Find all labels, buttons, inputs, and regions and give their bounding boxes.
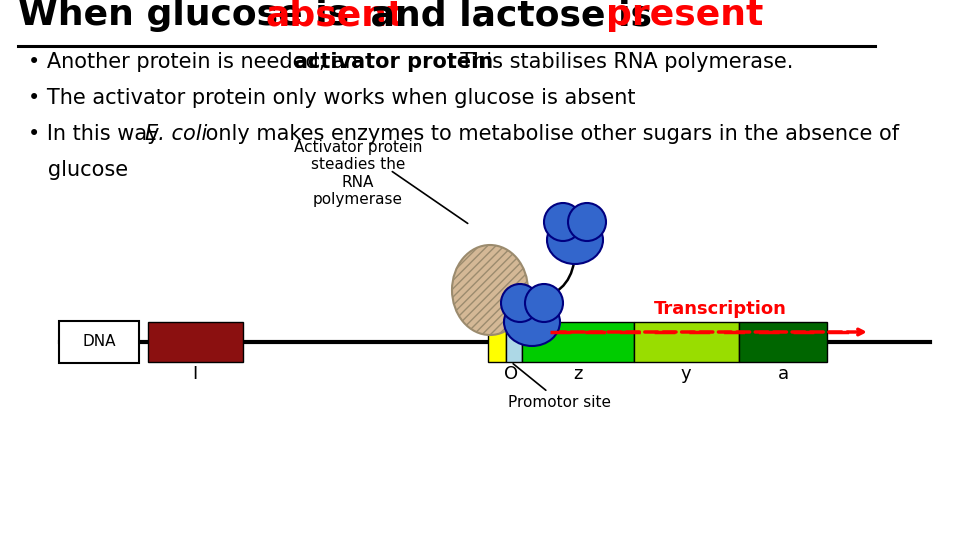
Text: and lactose is: and lactose is	[358, 0, 665, 32]
FancyBboxPatch shape	[634, 322, 739, 362]
Text: • Another protein is needed, an: • Another protein is needed, an	[28, 52, 365, 72]
Text: a: a	[778, 365, 788, 383]
FancyBboxPatch shape	[506, 322, 522, 362]
FancyBboxPatch shape	[59, 321, 139, 363]
Ellipse shape	[544, 203, 582, 241]
Ellipse shape	[525, 284, 563, 322]
FancyBboxPatch shape	[522, 322, 634, 362]
Text: absent: absent	[266, 0, 405, 32]
Text: present: present	[606, 0, 763, 32]
Text: activator protein: activator protein	[295, 52, 493, 72]
Ellipse shape	[568, 203, 606, 241]
Text: • In this way: • In this way	[28, 124, 166, 144]
Text: y: y	[681, 365, 691, 383]
Text: Promotor site: Promotor site	[509, 395, 612, 410]
Text: I: I	[192, 365, 198, 383]
Text: When glucose is: When glucose is	[18, 0, 362, 32]
Text: z: z	[573, 365, 583, 383]
Ellipse shape	[504, 298, 560, 346]
Text: Transcription: Transcription	[654, 300, 786, 318]
Text: only makes enzymes to metabolise other sugars in the absence of: only makes enzymes to metabolise other s…	[199, 124, 900, 144]
FancyBboxPatch shape	[148, 322, 243, 362]
Ellipse shape	[452, 245, 528, 335]
Text: DNA: DNA	[83, 334, 116, 349]
Text: Activator protein
steadies the
RNA
polymerase: Activator protein steadies the RNA polym…	[294, 140, 422, 207]
FancyBboxPatch shape	[739, 322, 827, 362]
Text: O: O	[504, 365, 518, 383]
Text: . This stabilises RNA polymerase.: . This stabilises RNA polymerase.	[447, 52, 794, 72]
Text: E. coli: E. coli	[145, 124, 206, 144]
Ellipse shape	[501, 284, 539, 322]
Text: • The activator protein only works when glucose is absent: • The activator protein only works when …	[28, 88, 636, 108]
Text: glucose: glucose	[28, 160, 128, 180]
FancyBboxPatch shape	[488, 322, 506, 362]
Ellipse shape	[547, 216, 603, 264]
